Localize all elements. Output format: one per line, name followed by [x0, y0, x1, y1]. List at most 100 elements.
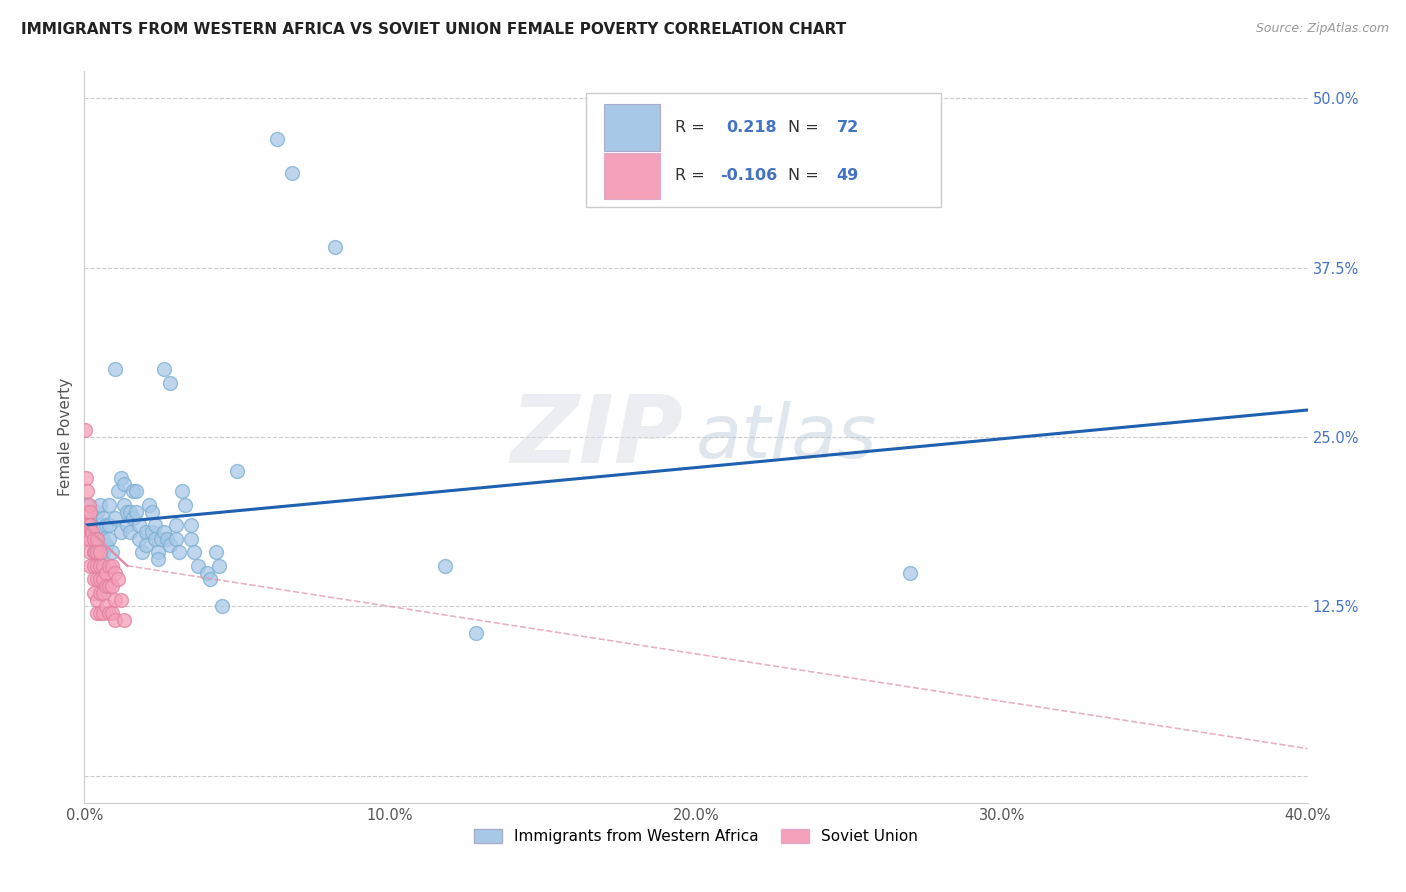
Point	[107, 484, 129, 499]
Text: ZIP: ZIP	[510, 391, 683, 483]
Point	[153, 362, 176, 376]
Point	[89, 545, 111, 559]
Point	[198, 572, 221, 586]
Point	[138, 498, 160, 512]
Point	[104, 362, 127, 376]
Text: 49: 49	[837, 169, 859, 184]
Point	[266, 132, 288, 146]
Point	[79, 532, 101, 546]
Point	[104, 511, 127, 525]
Y-axis label: Female Poverty: Female Poverty	[58, 378, 73, 496]
Point	[89, 518, 111, 533]
Point	[122, 484, 145, 499]
Text: Source: ZipAtlas.com: Source: ZipAtlas.com	[1256, 22, 1389, 36]
Point	[110, 471, 132, 485]
Point	[172, 484, 194, 499]
Point	[76, 532, 98, 546]
Point	[86, 532, 108, 546]
Point	[110, 592, 132, 607]
Point	[83, 545, 105, 559]
Point	[120, 505, 142, 519]
Point	[125, 505, 148, 519]
Point	[125, 484, 148, 499]
Point	[75, 423, 97, 437]
Point	[94, 518, 117, 533]
Point	[97, 498, 120, 512]
Text: R =: R =	[675, 169, 704, 184]
FancyBboxPatch shape	[605, 153, 661, 200]
Point	[186, 558, 208, 573]
Point	[91, 606, 114, 620]
Point	[143, 532, 166, 546]
Point	[141, 524, 163, 539]
Point	[167, 545, 190, 559]
Point	[86, 558, 108, 573]
Point	[89, 572, 111, 586]
Point	[79, 545, 101, 559]
Point	[97, 579, 120, 593]
Point	[86, 592, 108, 607]
Point	[183, 545, 205, 559]
Point	[122, 511, 145, 525]
Point	[97, 518, 120, 533]
Point	[83, 572, 105, 586]
Point	[89, 606, 111, 620]
Point	[323, 240, 346, 254]
Point	[94, 579, 117, 593]
Text: 72: 72	[837, 120, 859, 136]
Point	[104, 592, 127, 607]
Point	[76, 498, 98, 512]
Text: N =: N =	[787, 120, 818, 136]
Point	[91, 572, 114, 586]
Point	[97, 558, 120, 573]
Point	[112, 498, 135, 512]
Point	[83, 586, 105, 600]
Point	[91, 511, 114, 525]
Point	[112, 613, 135, 627]
Text: -0.106: -0.106	[720, 169, 778, 184]
Point	[83, 532, 105, 546]
Point	[79, 558, 101, 573]
Point	[143, 518, 166, 533]
Point	[75, 471, 97, 485]
Point	[91, 545, 114, 559]
Point	[146, 552, 169, 566]
Point	[110, 524, 132, 539]
Point	[112, 477, 135, 491]
Point	[83, 532, 105, 546]
Point	[79, 518, 101, 533]
Point	[104, 613, 127, 627]
Point	[159, 538, 181, 552]
Point	[89, 558, 111, 573]
Point	[464, 626, 486, 640]
Point	[101, 579, 124, 593]
Point	[226, 464, 249, 478]
Point	[89, 586, 111, 600]
Legend: Immigrants from Western Africa, Soviet Union: Immigrants from Western Africa, Soviet U…	[468, 822, 924, 850]
Point	[205, 545, 228, 559]
Point	[898, 566, 921, 580]
Point	[104, 566, 127, 580]
Point	[165, 532, 187, 546]
Text: IMMIGRANTS FROM WESTERN AFRICA VS SOVIET UNION FEMALE POVERTY CORRELATION CHART: IMMIGRANTS FROM WESTERN AFRICA VS SOVIET…	[21, 22, 846, 37]
Point	[174, 498, 197, 512]
Point	[180, 518, 202, 533]
Point	[115, 518, 138, 533]
Point	[91, 558, 114, 573]
Point	[135, 538, 157, 552]
Point	[101, 558, 124, 573]
Point	[76, 484, 98, 499]
FancyBboxPatch shape	[586, 94, 941, 207]
Point	[434, 558, 457, 573]
Point	[128, 518, 150, 533]
Point	[165, 518, 187, 533]
Point	[94, 566, 117, 580]
Text: N =: N =	[787, 169, 818, 184]
Point	[83, 558, 105, 573]
Point	[77, 498, 100, 512]
FancyBboxPatch shape	[605, 104, 661, 151]
Point	[156, 532, 179, 546]
Point	[83, 545, 105, 559]
Point	[76, 505, 98, 519]
Point	[94, 538, 117, 552]
